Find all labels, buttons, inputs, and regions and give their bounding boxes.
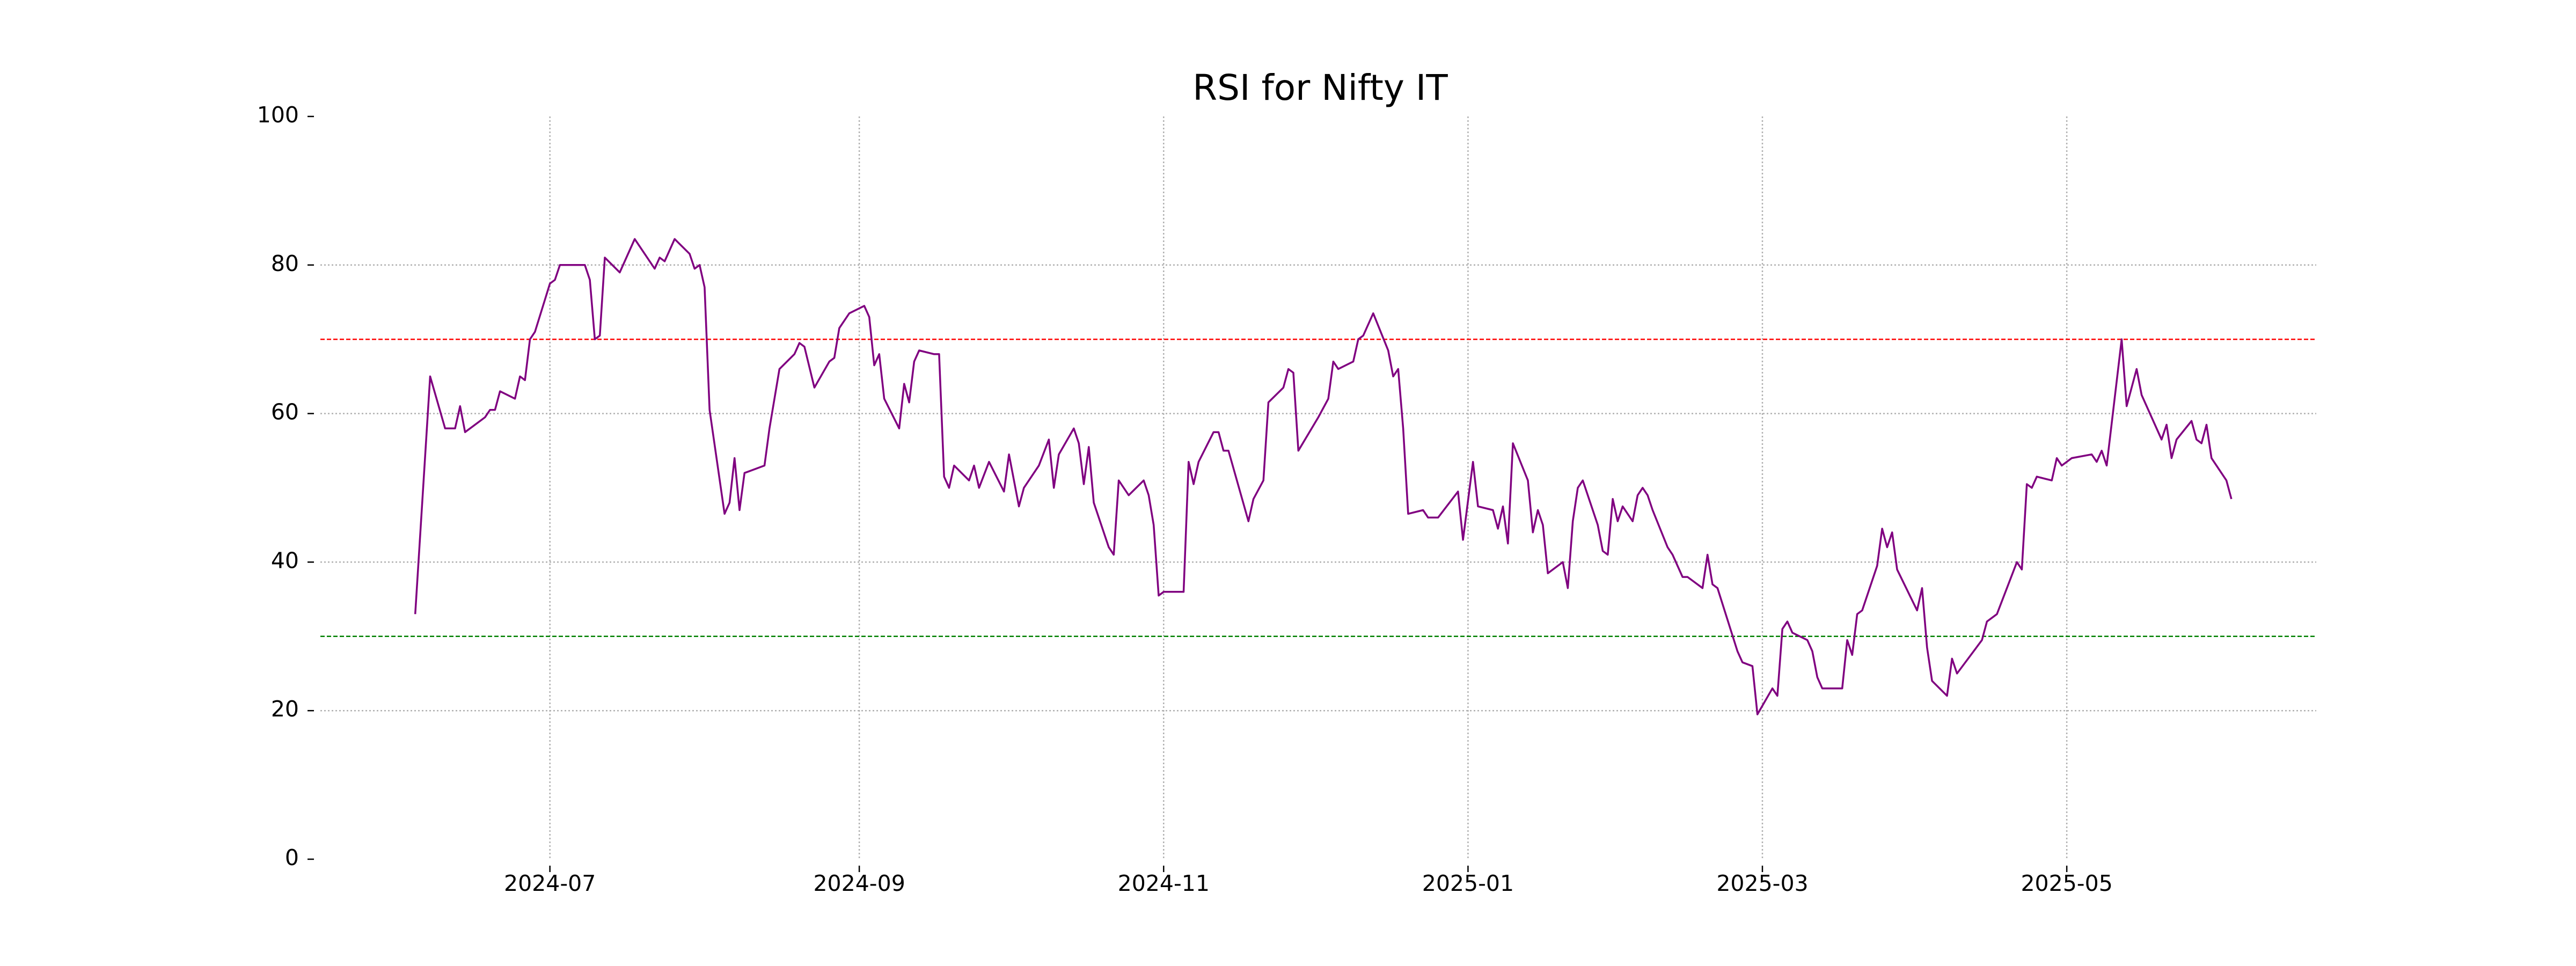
y-tick-label: 100 (257, 102, 299, 128)
rsi-line (414, 238, 2233, 715)
y-tick-label: 0 (285, 845, 299, 870)
x-tick-label: 2025-05 (2021, 870, 2112, 896)
y-tick-label: 20 (271, 696, 299, 722)
y-tick-label: 80 (271, 251, 299, 276)
x-tick-label: 2024-07 (504, 870, 596, 896)
y-tick-label: 40 (271, 547, 299, 573)
y-tick-label: 60 (271, 399, 299, 425)
x-tick-label: 2025-03 (1716, 870, 1808, 896)
x-tick-label: 2024-11 (1118, 870, 1210, 896)
chart-title: RSI for Nifty IT (1192, 67, 1448, 108)
x-tick-label: 2024-09 (813, 870, 905, 896)
x-tick-label: 2025-01 (1422, 870, 1514, 896)
